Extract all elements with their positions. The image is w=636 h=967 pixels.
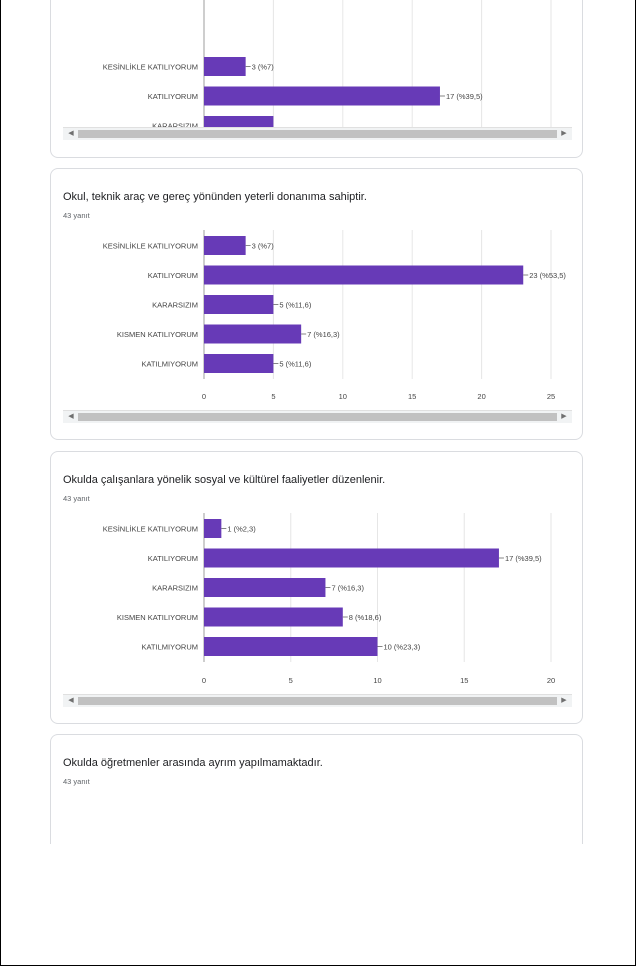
x-tick-label: 25: [547, 392, 555, 401]
x-tick-label: 0: [202, 392, 206, 401]
response-count: 43 yanıt: [63, 211, 90, 220]
x-tick-label: 5: [271, 392, 275, 401]
response-count: 43 yanıt: [63, 777, 90, 786]
bar-chart-2: KESİNLİKLE KATILIYORUM 3 (%7) KATILIYORUM 2…: [103, 230, 566, 401]
chart-card-4: Okulda öğretmenler arasında ayrım yapılm…: [50, 734, 583, 844]
data-label: 3 (%7): [252, 242, 275, 251]
x-tick-label: 5: [289, 676, 293, 685]
bar: [204, 578, 326, 597]
question-title: Okul, teknik araç ve gereç yönünden yete…: [63, 191, 367, 203]
question-title: Okulda öğretmenler arasında ayrım yapılm…: [63, 757, 323, 769]
category-label: KESİNLİKLE KATILIYORUM: [103, 242, 198, 251]
chart-card-1: KESİNLİKLE KATILIYORUM 3 (%7) KATILIYORUM 1…: [50, 0, 583, 158]
scrollbar-thumb[interactable]: [78, 413, 557, 421]
bar: [204, 295, 274, 314]
scroll-right-icon[interactable]: ▶: [561, 697, 567, 704]
x-tick-label: 15: [408, 392, 416, 401]
x-tick-label: 20: [477, 392, 485, 401]
data-label: 5 (%11,6): [279, 301, 311, 310]
data-label: 7 (%16,3): [331, 584, 364, 593]
scroll-left-icon[interactable]: ◀: [68, 413, 74, 420]
scroll-right-icon[interactable]: ▶: [561, 130, 567, 137]
category-label: KATILIYORUM: [148, 92, 198, 101]
bar: [204, 57, 246, 76]
scrollbar-thumb[interactable]: [78, 697, 557, 705]
data-label: 10 (%23,3): [384, 643, 421, 652]
scroll-left-icon[interactable]: ◀: [68, 130, 74, 137]
question-title: Okulda çalışanlara yönelik sosyal ve kül…: [63, 474, 386, 486]
category-label: KATILIYORUM: [148, 554, 198, 563]
chart-card-2: Okul, teknik araç ve gereç yönünden yete…: [50, 168, 583, 440]
x-tick-label: 0: [202, 676, 206, 685]
category-label: KISMEN KATILIYORUM: [117, 613, 198, 622]
data-label: 17 (%39,5): [505, 554, 542, 563]
x-tick-label: 10: [339, 392, 347, 401]
bar-chart-3: KESİNLİKLE KATILIYORUM 1 (%2,3) KATILIYORU…: [103, 513, 555, 685]
category-label: KISMEN KATILIYORUM: [117, 330, 198, 339]
data-label: 3 (%7): [252, 63, 275, 72]
bar: [204, 637, 378, 656]
category-label: KARARSIZIM: [152, 122, 198, 131]
data-label: 5 (%11,6): [279, 360, 311, 369]
scroll-right-icon[interactable]: ▶: [561, 413, 567, 420]
chart-card-3: Okulda çalışanlara yönelik sosyal ve kül…: [50, 451, 583, 724]
category-label: KESİNLİKLE KATILIYORUM: [103, 63, 198, 72]
bar: [204, 354, 274, 373]
data-label: 7 (%16,3): [307, 330, 340, 339]
bar: [204, 548, 499, 568]
data-label: 17 (%39,5): [446, 92, 483, 101]
data-label: 8 (%18,6): [349, 613, 382, 622]
bar: [204, 324, 302, 344]
horizontal-scrollbar[interactable]: ◀ ▶: [63, 410, 572, 423]
category-label: KATILMIYORUM: [141, 360, 198, 369]
category-label: KARARSIZIM: [152, 301, 198, 310]
response-count: 43 yanıt: [63, 494, 90, 503]
bar: [204, 236, 246, 255]
bar: [204, 607, 343, 627]
x-tick-label: 15: [460, 676, 468, 685]
x-tick-label: 10: [373, 676, 381, 685]
scroll-left-icon[interactable]: ◀: [68, 697, 74, 704]
horizontal-scrollbar[interactable]: ◀ ▶: [63, 127, 572, 140]
category-label: KATILMIYORUM: [141, 643, 198, 652]
category-label: KARARSIZIM: [152, 584, 198, 593]
data-label: 23 (%53,5): [529, 271, 566, 280]
scrollbar-thumb[interactable]: [78, 130, 557, 138]
x-tick-label: 20: [547, 676, 555, 685]
category-label: KATILIYORUM: [148, 271, 198, 280]
bar: [204, 519, 222, 538]
category-label: KESİNLİKLE KATILIYORUM: [103, 525, 198, 534]
data-label: 1 (%2,3): [227, 525, 256, 534]
bar: [204, 265, 524, 285]
horizontal-scrollbar[interactable]: ◀ ▶: [63, 694, 572, 707]
bar: [204, 86, 440, 106]
